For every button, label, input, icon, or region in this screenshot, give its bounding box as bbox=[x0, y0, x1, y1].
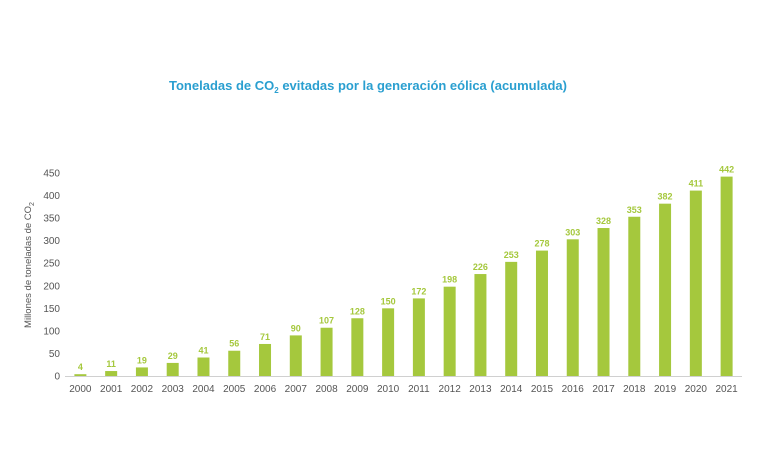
data-label: 71 bbox=[260, 332, 270, 342]
bar bbox=[659, 203, 672, 376]
data-label: 382 bbox=[658, 192, 673, 202]
x-tick-label: 2008 bbox=[315, 384, 338, 395]
data-label: 41 bbox=[198, 346, 208, 356]
x-tick-label: 2004 bbox=[192, 384, 215, 395]
data-labels: 4 11 19 29415671901071281501721982262532783… bbox=[78, 165, 734, 373]
x-tick-label: 2018 bbox=[623, 384, 646, 395]
data-label: 56 bbox=[229, 339, 239, 349]
data-label: 128 bbox=[350, 306, 365, 316]
bar bbox=[535, 250, 548, 376]
x-tick-label: 2016 bbox=[562, 384, 585, 395]
x-tick-label: 2007 bbox=[285, 384, 308, 395]
x-tick-label: 2021 bbox=[715, 384, 738, 395]
x-tick-label: 2001 bbox=[100, 384, 123, 395]
x-tick-label: 2005 bbox=[223, 384, 246, 395]
x-tick-label: 2020 bbox=[685, 384, 708, 395]
bar bbox=[566, 239, 579, 376]
bar bbox=[474, 274, 487, 376]
y-tick-label: 100 bbox=[43, 326, 60, 337]
bar bbox=[74, 374, 87, 376]
bar bbox=[197, 357, 210, 376]
y-tick-label: 400 bbox=[43, 191, 60, 202]
x-axis: 2000 2001 2002 2003 2004 2005 2006 2007 2008 2009… bbox=[69, 384, 738, 395]
x-tick-label: 2012 bbox=[439, 384, 462, 395]
bars bbox=[74, 176, 733, 376]
y-axis-label: Millones de toneladas de CO2 bbox=[23, 202, 36, 328]
y-tick-label: 50 bbox=[49, 349, 61, 360]
data-label: 19 bbox=[137, 355, 147, 365]
y-tick-label: 200 bbox=[43, 281, 60, 292]
y-tick-label: 350 bbox=[43, 214, 60, 225]
bar bbox=[628, 216, 641, 376]
data-label: 11 bbox=[106, 359, 116, 369]
y-axis-label-subscript: 2 bbox=[29, 202, 36, 206]
bar bbox=[105, 371, 118, 376]
data-label: 4 bbox=[78, 362, 83, 372]
data-label: 442 bbox=[719, 165, 734, 175]
x-tick-label: 2019 bbox=[654, 384, 677, 395]
x-tick-label: 2003 bbox=[162, 384, 185, 395]
y-tick-label: 450 bbox=[43, 169, 60, 180]
chart-title-subscript: 2 bbox=[274, 86, 279, 95]
bar bbox=[412, 298, 425, 376]
data-label: 303 bbox=[565, 227, 580, 237]
bar bbox=[597, 228, 610, 376]
data-label: 150 bbox=[381, 296, 396, 306]
y-axis-label-text: Millones de toneladas de CO bbox=[23, 206, 34, 328]
bar bbox=[689, 190, 702, 376]
y-tick-label: 0 bbox=[54, 372, 60, 383]
bar bbox=[720, 176, 733, 376]
data-label: 29 bbox=[168, 351, 178, 361]
bar bbox=[259, 343, 272, 376]
bar bbox=[505, 261, 518, 376]
x-tick-label: 2002 bbox=[131, 384, 154, 395]
bar bbox=[166, 362, 179, 376]
bar bbox=[135, 367, 148, 376]
data-label: 107 bbox=[319, 316, 334, 326]
x-tick-label: 2015 bbox=[531, 384, 554, 395]
data-label: 328 bbox=[596, 216, 611, 226]
bar bbox=[289, 335, 302, 376]
x-tick-label: 2017 bbox=[592, 384, 615, 395]
chart-title: Toneladas de CO2 evitadas por la generac… bbox=[169, 78, 567, 95]
bar bbox=[382, 308, 395, 376]
x-tick-label: 2000 bbox=[69, 384, 92, 395]
chart-title-part-2: evitadas por la generación eólica (acumu… bbox=[279, 78, 567, 93]
data-label: 226 bbox=[473, 262, 488, 272]
data-label: 278 bbox=[534, 239, 549, 249]
data-label: 198 bbox=[442, 275, 457, 285]
data-label: 253 bbox=[504, 250, 519, 260]
y-tick-label: 250 bbox=[43, 259, 60, 270]
data-label: 172 bbox=[411, 286, 426, 296]
bar bbox=[228, 350, 241, 376]
chart-title-part-1: Toneladas de CO bbox=[169, 78, 274, 93]
x-tick-label: 2010 bbox=[377, 384, 400, 395]
bar bbox=[443, 286, 456, 376]
data-label: 90 bbox=[291, 323, 301, 333]
x-tick-label: 2011 bbox=[408, 384, 430, 395]
x-tick-label: 2009 bbox=[346, 384, 369, 395]
y-tick-label: 300 bbox=[43, 236, 60, 247]
x-tick-label: 2006 bbox=[254, 384, 277, 395]
bar bbox=[320, 327, 333, 376]
bar bbox=[351, 318, 364, 376]
x-tick-label: 2014 bbox=[500, 384, 523, 395]
x-tick-label: 2013 bbox=[469, 384, 492, 395]
data-label: 411 bbox=[689, 179, 704, 189]
y-axis: 0 50 100 150 200 250 300 350 400 450 bbox=[43, 169, 60, 383]
y-tick-label: 150 bbox=[43, 304, 60, 315]
data-label: 353 bbox=[627, 205, 642, 215]
